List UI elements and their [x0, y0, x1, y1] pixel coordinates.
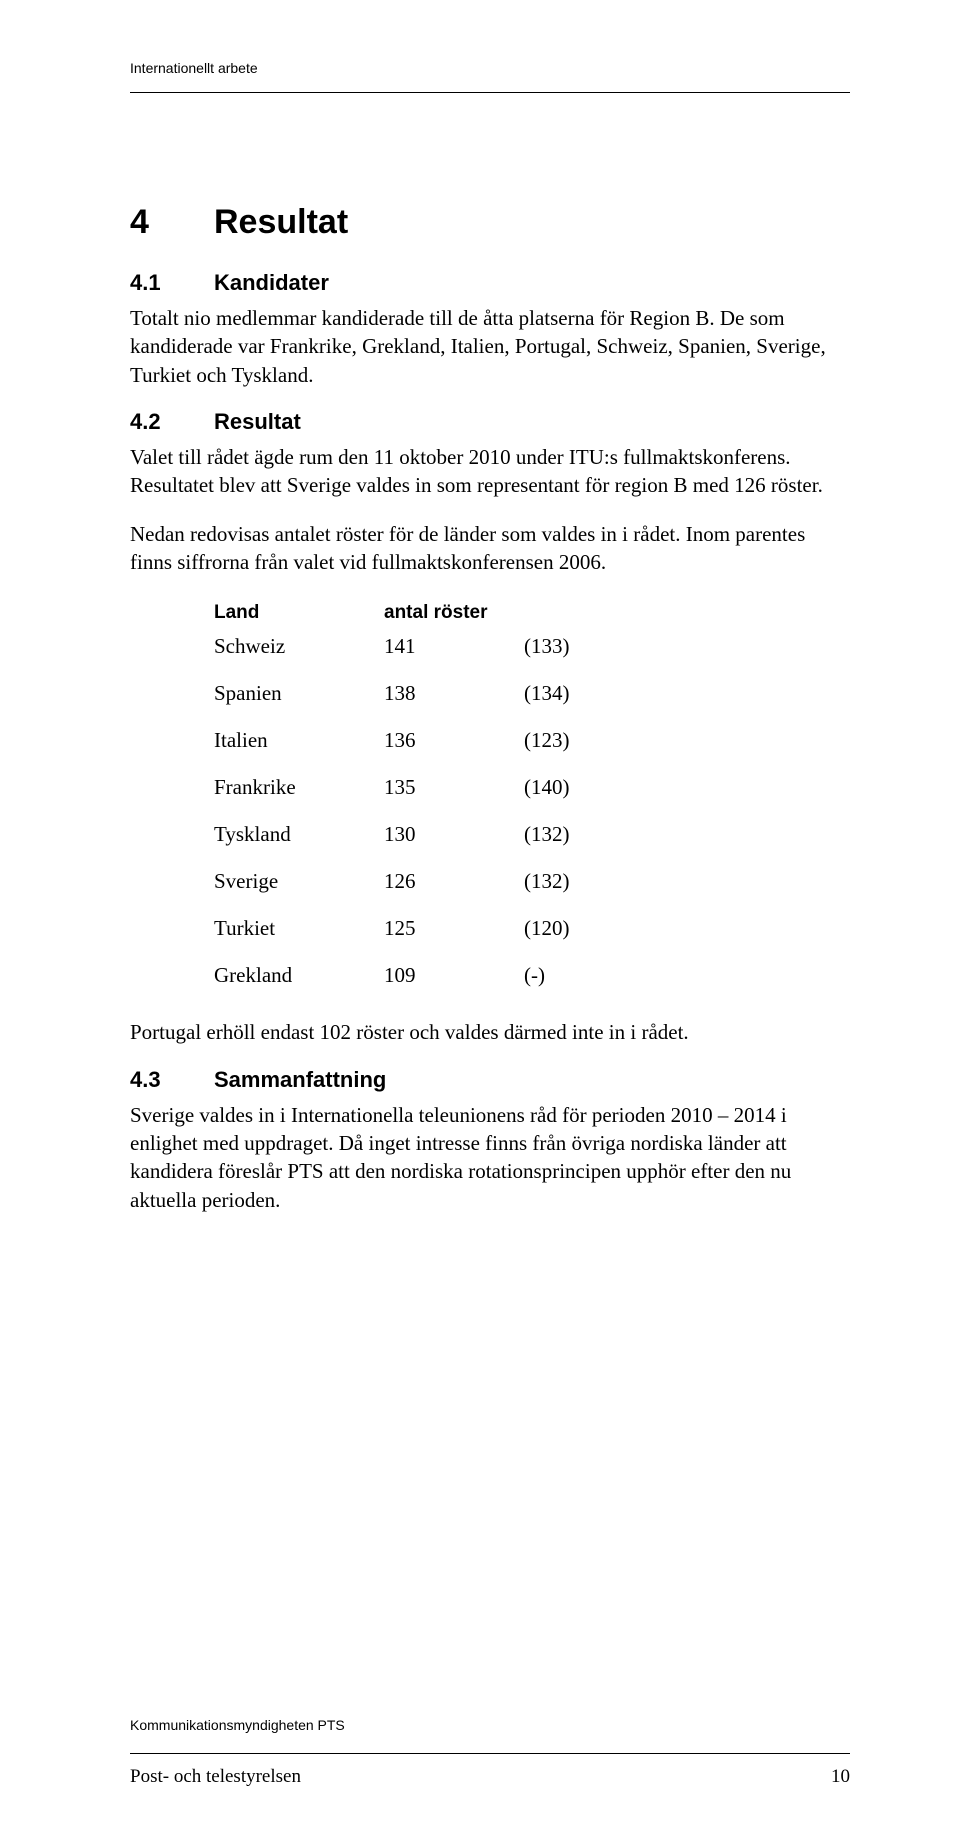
section-heading-4-1: 4.1 Kandidater: [130, 270, 850, 296]
cell-land: Spanien: [214, 681, 384, 706]
cell-votes: 126: [384, 869, 524, 894]
section-title: Resultat: [214, 409, 301, 435]
cell-votes: 136: [384, 728, 524, 753]
section-number: 4.3: [130, 1067, 214, 1093]
cell-votes: 138: [384, 681, 524, 706]
cell-votes: 125: [384, 916, 524, 941]
footer-left: Post- och telestyrelsen: [130, 1766, 301, 1788]
section-number: 4.1: [130, 270, 214, 296]
table-row: Schweiz 141 (133): [214, 634, 850, 659]
cell-prev: (123): [524, 728, 570, 753]
cell-prev: (133): [524, 634, 570, 659]
cell-votes: 109: [384, 963, 524, 988]
cell-prev: (-): [524, 963, 545, 988]
table-header-row: Land antal röster: [214, 602, 850, 624]
cell-land: Turkiet: [214, 916, 384, 941]
table-row: Tyskland 130 (132): [214, 822, 850, 847]
section-heading-4-3: 4.3 Sammanfattning: [130, 1067, 850, 1093]
table-row: Grekland 109 (-): [214, 963, 850, 988]
section-title: Sammanfattning: [214, 1067, 386, 1093]
table-row: Spanien 138 (134): [214, 681, 850, 706]
paragraph: Sverige valdes in i Internationella tele…: [130, 1101, 850, 1214]
column-header-antal: antal röster: [384, 602, 487, 624]
chapter-number: 4: [130, 203, 214, 242]
header-rule: [130, 92, 850, 93]
chapter-heading: 4 Resultat: [130, 203, 850, 242]
table-row: Sverige 126 (132): [214, 869, 850, 894]
section-heading-4-2: 4.2 Resultat: [130, 409, 850, 435]
cell-land: Schweiz: [214, 634, 384, 659]
cell-land: Grekland: [214, 963, 384, 988]
section-title: Kandidater: [214, 270, 329, 296]
cell-prev: (134): [524, 681, 570, 706]
footer-rule: [130, 1753, 850, 1754]
cell-land: Tyskland: [214, 822, 384, 847]
cell-votes: 130: [384, 822, 524, 847]
table-row: Italien 136 (123): [214, 728, 850, 753]
table-row: Turkiet 125 (120): [214, 916, 850, 941]
cell-prev: (132): [524, 869, 570, 894]
paragraph: Totalt nio medlemmar kandiderade till de…: [130, 304, 850, 389]
cell-land: Sverige: [214, 869, 384, 894]
page-footer: Kommunikationsmyndigheten PTS Post- och …: [130, 1717, 850, 1788]
column-header-land: Land: [214, 602, 384, 624]
cell-land: Frankrike: [214, 775, 384, 800]
cell-land: Italien: [214, 728, 384, 753]
section-number: 4.2: [130, 409, 214, 435]
running-header: Internationellt arbete: [130, 60, 850, 76]
paragraph: Nedan redovisas antalet röster för de lä…: [130, 520, 850, 577]
cell-prev: (140): [524, 775, 570, 800]
cell-prev: (132): [524, 822, 570, 847]
chapter-title: Resultat: [214, 203, 348, 242]
paragraph: Valet till rådet ägde rum den 11 oktober…: [130, 443, 850, 500]
page-number: 10: [831, 1766, 850, 1788]
footer-org: Kommunikationsmyndigheten PTS: [130, 1717, 850, 1733]
paragraph: Portugal erhöll endast 102 röster och va…: [130, 1018, 850, 1046]
cell-prev: (120): [524, 916, 570, 941]
table-row: Frankrike 135 (140): [214, 775, 850, 800]
cell-votes: 135: [384, 775, 524, 800]
votes-table: Land antal röster Schweiz 141 (133) Span…: [214, 602, 850, 988]
cell-votes: 141: [384, 634, 524, 659]
